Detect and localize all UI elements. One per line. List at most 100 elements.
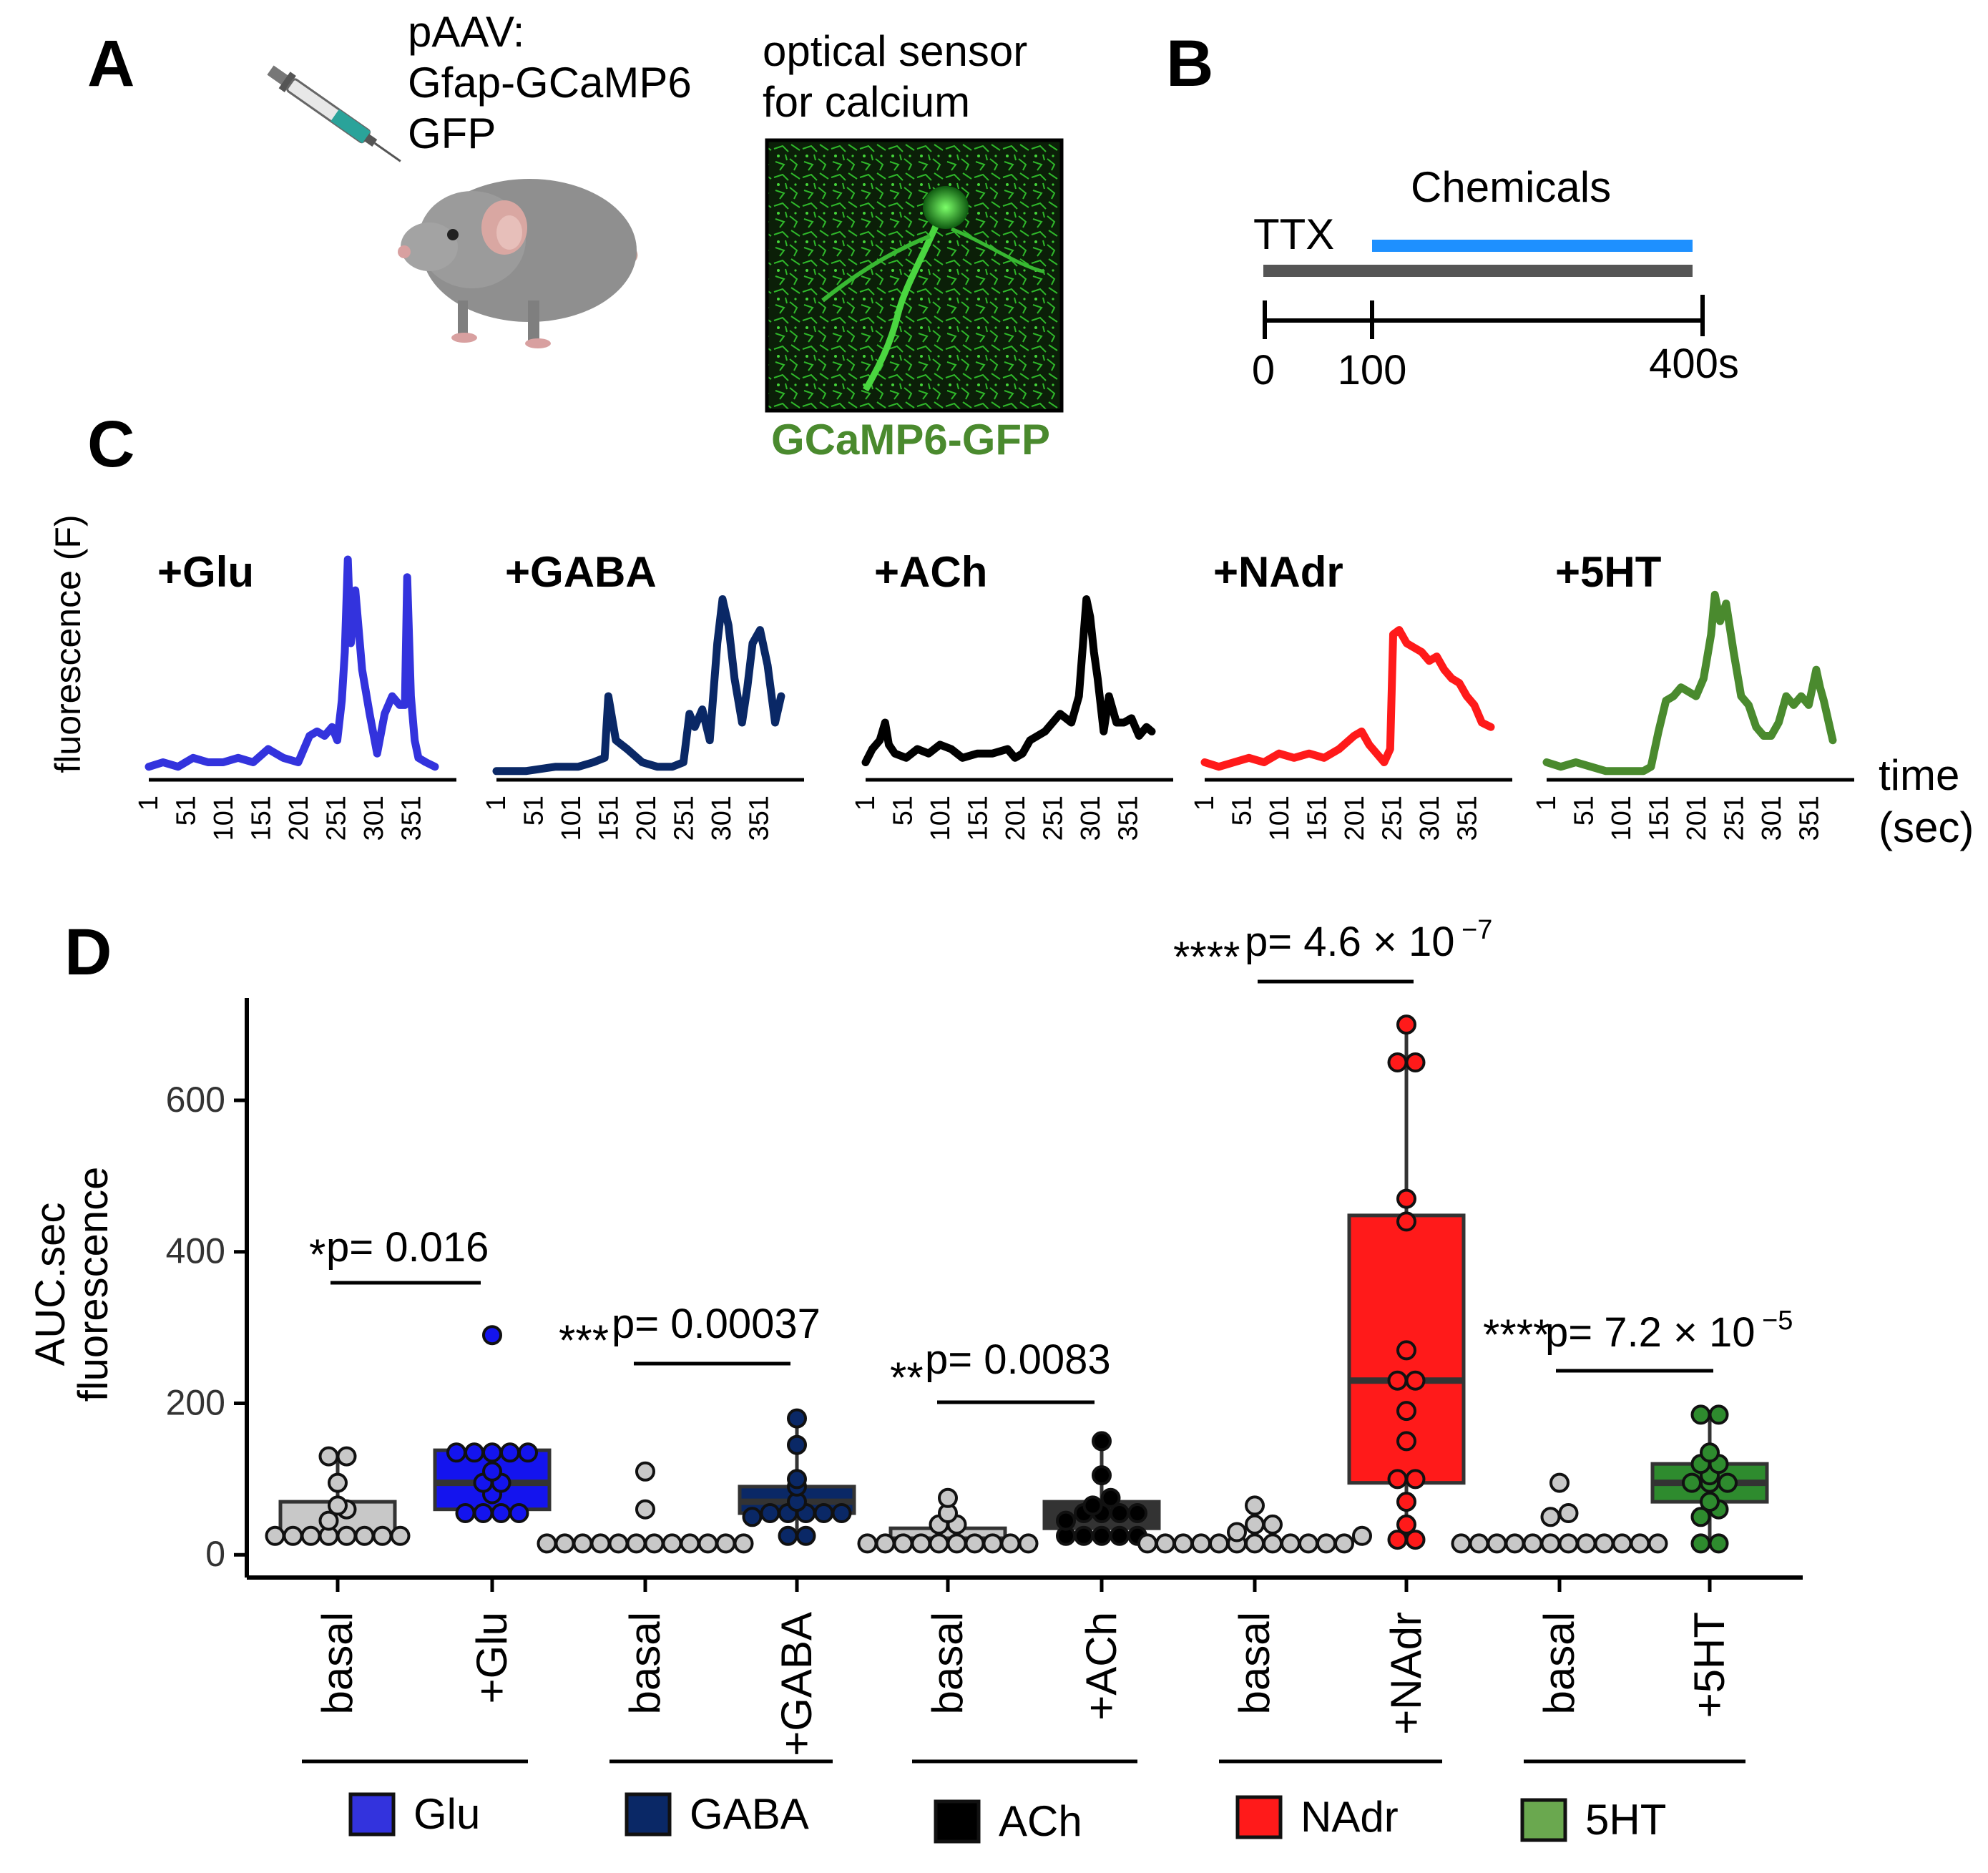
basal-gaba-point: [733, 1533, 754, 1554]
p-value-exponent: −7: [1461, 915, 1492, 945]
trace-tick-label: 101: [1265, 796, 1295, 841]
y-tick-label: 200: [166, 1382, 225, 1422]
basal-glu-point: [300, 1525, 321, 1546]
treated-glu-point: [455, 1503, 476, 1523]
trace-line-nadr: [1200, 626, 1495, 771]
basal-glu-point: [283, 1525, 303, 1546]
chemicals-label: Chemicals: [1411, 163, 1611, 211]
basal-5ht-point: [1549, 1472, 1570, 1493]
basal-5ht-point: [1504, 1533, 1525, 1554]
trace-title-gaba: +GABA: [505, 548, 657, 596]
basal-glu-point: [318, 1446, 339, 1467]
basal-5ht-point: [1469, 1533, 1489, 1554]
p-value-label: p= 0.00037: [612, 1301, 821, 1347]
trace-tick-label: 101: [1607, 796, 1637, 841]
basal-gaba-point: [572, 1533, 593, 1554]
basal-5ht-point: [1558, 1533, 1579, 1554]
trace-tick-label: 51: [519, 796, 549, 826]
trace-tick-label: 301: [1415, 796, 1445, 841]
basal-ach-point: [1018, 1533, 1039, 1554]
basal-glu-point: [336, 1525, 357, 1546]
legend-label-5ht: 5HT: [1585, 1796, 1666, 1844]
basal-gaba-point: [608, 1533, 629, 1554]
significance-stars: **: [890, 1354, 924, 1402]
treated-gaba-point: [742, 1507, 763, 1527]
treated-ach-point: [1110, 1525, 1130, 1546]
basal-ach-point: [982, 1533, 1003, 1554]
legend-swatch-5ht: [1520, 1798, 1567, 1842]
auc-y-label-line-2: fluorescence: [70, 1167, 117, 1402]
basal-nadr-point: [1245, 1533, 1265, 1554]
treated-ach-point: [1092, 1465, 1112, 1486]
basal-5ht-point: [1451, 1533, 1472, 1554]
trace-tick-label: 251: [321, 796, 351, 841]
basal-5ht-point: [1612, 1533, 1632, 1554]
treated-glu-point: [446, 1442, 466, 1463]
trace-tick-label: 101: [209, 796, 239, 841]
p-value-exponent: −5: [1762, 1306, 1793, 1336]
legend-swatch-ach: [934, 1799, 981, 1844]
trace-tick-label: 151: [963, 796, 993, 841]
panel-label-b: B: [1166, 27, 1213, 100]
treated-nadr-point: [1396, 1188, 1416, 1209]
basal-glu-point: [372, 1525, 393, 1546]
treated-nadr-point: [1396, 1514, 1416, 1535]
panel-label-d: D: [64, 916, 112, 989]
treated-nadr-point: [1396, 1211, 1416, 1232]
legend-label-ach: ACh: [999, 1797, 1082, 1845]
gcamp-caption: GCaMP6-GFP: [771, 416, 1050, 464]
treated-ach-point: [1127, 1503, 1147, 1523]
y-tick-label: 600: [166, 1080, 225, 1120]
treated-nadr-point: [1387, 1052, 1408, 1072]
significance-stars: ****: [1173, 933, 1240, 981]
basal-nadr-point: [1245, 1514, 1265, 1535]
treated-gaba-point: [778, 1525, 798, 1546]
x-category-label: +Glu: [468, 1612, 516, 1703]
trace-tick-label: 201: [632, 796, 662, 841]
trace-line-glu: [145, 555, 439, 771]
basal-nadr-point: [1227, 1522, 1247, 1542]
significance-stars: *: [309, 1231, 325, 1278]
treated-nadr-point: [1387, 1469, 1408, 1490]
basal-gaba-point: [662, 1533, 682, 1554]
ttx-label: TTX: [1253, 210, 1334, 258]
basal-glu-point: [328, 1495, 348, 1516]
x-category-label: +GABA: [773, 1612, 821, 1756]
trace-tick-label: 1: [851, 796, 881, 811]
trace-tick-label: 51: [888, 796, 918, 826]
basal-glu-point: [328, 1472, 348, 1493]
treated-gaba-point: [795, 1525, 816, 1546]
basal-5ht-point: [1540, 1533, 1561, 1554]
trace-tick-label: 1: [1532, 796, 1562, 811]
basal-ach-point: [875, 1533, 896, 1554]
basal-5ht-point: [1594, 1533, 1615, 1554]
trace-tick-label: 301: [1757, 796, 1787, 841]
treated-nadr-point: [1396, 1014, 1416, 1035]
timeline-tick-0: 0: [1252, 347, 1275, 393]
x-category-label: basal: [1535, 1612, 1583, 1714]
trace-tick-label: 251: [1719, 796, 1749, 841]
basal-nadr-point: [1245, 1495, 1265, 1516]
basal-ach-point: [911, 1533, 931, 1554]
trace-y-axis-label: fluorescence (F): [48, 514, 88, 773]
trace-tick-label: 251: [1038, 796, 1068, 841]
legend-label-gaba: GABA: [690, 1790, 809, 1838]
x-category-label: basal: [621, 1612, 669, 1714]
trace-tick-label: 51: [1569, 796, 1599, 826]
treated-ach-point: [1092, 1431, 1112, 1452]
chemicals-bar: [1372, 240, 1693, 252]
legend-swatch-nadr: [1235, 1795, 1283, 1839]
trace-tick-label: 301: [707, 796, 737, 841]
basal-5ht-point: [1522, 1533, 1543, 1554]
basal-glu-point: [354, 1525, 375, 1546]
trace-tick-label: 151: [594, 796, 624, 841]
treated-nadr-point: [1405, 1530, 1426, 1550]
basal-nadr-point: [1209, 1533, 1229, 1554]
basal-ach-point: [964, 1533, 985, 1554]
trace-tick-label: 201: [284, 796, 314, 841]
treated-nadr-point: [1396, 1492, 1416, 1512]
treated-glu-point: [500, 1442, 520, 1463]
trace-title-glu: +Glu: [157, 548, 254, 596]
treated-gaba-point: [813, 1503, 834, 1523]
treated-ach-point: [1100, 1487, 1121, 1508]
